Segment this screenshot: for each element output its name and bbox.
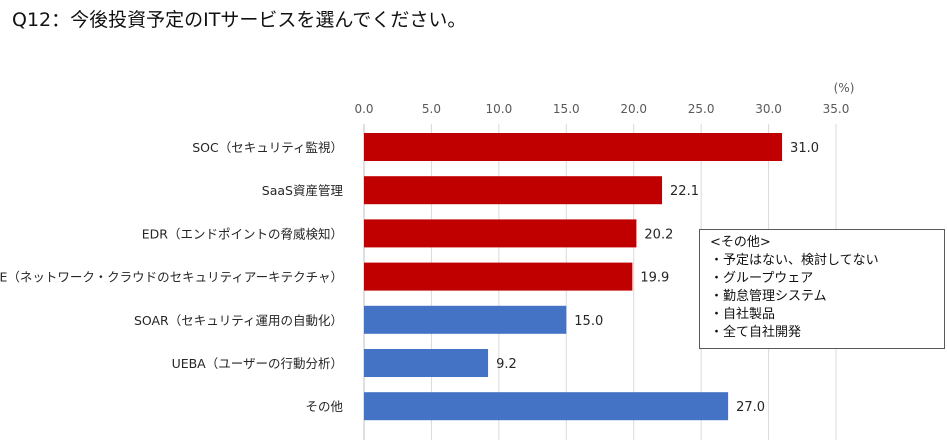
x-tick-label: 10.0 [485,102,512,116]
data-label: 20.2 [644,227,673,242]
bar [364,219,637,248]
category-label: SOC（セキュリティ監視） [192,140,343,155]
category-label: SOAR（セキュリティ運用の自動化） [134,313,343,328]
data-label: 27.0 [736,400,765,415]
bars [364,133,783,421]
x-tick-label: 35.0 [823,102,850,116]
data-label: 31.0 [790,141,819,156]
note-title: <その他> [710,235,771,250]
bar [364,133,783,161]
note-item: ・勤怠管理システム [710,289,827,304]
axis-labels: 0.0 5.0 10.0 15.0 20.0 25.0 30.0 35.0 (%) [354,81,854,116]
question-title: Q12：今後投資予定のITサービスを選んでください。 [12,9,467,31]
data-label: 9.2 [496,357,517,372]
bar [364,392,729,421]
x-tick-label: 5.0 [422,102,441,116]
bar [364,176,663,205]
note-item: ・自社製品 [710,307,776,322]
data-label: 15.0 [574,314,603,329]
bar [364,262,633,291]
x-tick-label: 20.0 [620,102,647,116]
category-label: その他 [305,399,343,414]
note-item: ・予定はない、検討してない [710,253,879,268]
x-tick-label: 15.0 [553,102,580,116]
note-item: ・全て自社開発 [710,325,802,340]
bar [364,349,489,377]
data-label: 19.9 [640,271,669,286]
category-label: EDR（エンドポイントの脅威検知） [142,226,343,241]
bar [364,305,567,334]
x-tick-label: 25.0 [688,102,715,116]
category-label: SASE（ネットワーク・クラウドのセキュリティアーキテクチャ） [0,270,343,285]
other-note-box: <その他> ・予定はない、検討してない ・グループウェア ・勤怠管理システム ・… [699,229,945,349]
data-label: 22.1 [670,184,699,199]
x-tick-label: 0.0 [354,102,373,116]
x-tick-label: 30.0 [755,102,782,116]
category-label: UEBA（ユーザーの行動分析） [172,356,343,371]
category-label: SaaS資産管理 [262,183,344,198]
labels: SOC（セキュリティ監視） 31.0 SaaS資産管理 22.1 EDR（エンドポイント… [0,140,819,415]
unit-label: (%) [834,81,855,95]
note-item: ・グループウェア [710,271,814,286]
